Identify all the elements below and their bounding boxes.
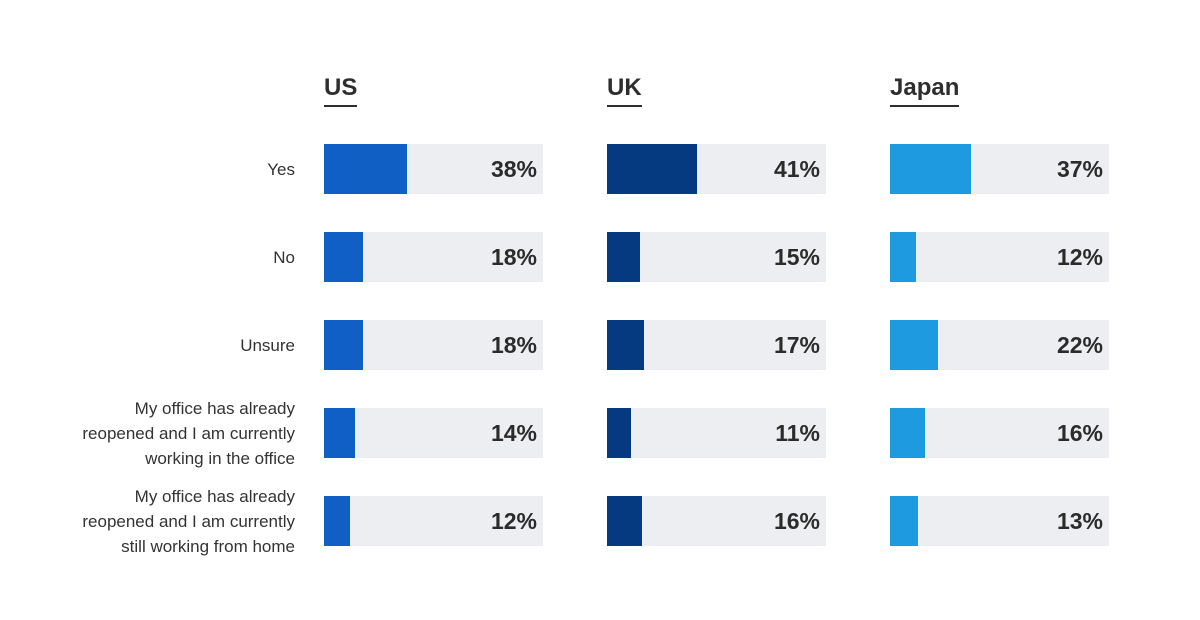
bar-us-4	[324, 408, 355, 458]
bar-track: 12%	[324, 496, 543, 546]
bar-us-3	[324, 320, 363, 370]
bar-track: 11%	[607, 408, 826, 458]
data-label: 17%	[773, 332, 820, 358]
bar-japan-4	[890, 408, 925, 458]
data-label: 12%	[490, 508, 537, 534]
data-label: 15%	[773, 244, 820, 270]
row-label-4: My office has already reopened and I am c…	[15, 396, 295, 471]
data-label: 13%	[1056, 508, 1103, 534]
row-label-line: Unsure	[240, 335, 295, 355]
bar-us-5	[324, 496, 350, 546]
data-label: 14%	[490, 420, 537, 446]
bar-us-2	[324, 232, 363, 282]
data-label: 12%	[1056, 244, 1103, 270]
bar-track: 41%	[607, 144, 826, 194]
data-label: 18%	[490, 332, 537, 358]
bar-track: 14%	[324, 408, 543, 458]
bar-track: 16%	[890, 408, 1109, 458]
row-label-line: No	[273, 247, 295, 267]
data-label: 16%	[773, 508, 820, 534]
row-label-5: My office has already reopened and I am c…	[15, 484, 295, 559]
data-label: 11%	[775, 420, 820, 446]
row-label-3: Unsure	[15, 333, 295, 358]
row-label-line: reopened and I am currently	[82, 511, 295, 531]
bar-japan-1	[890, 144, 971, 194]
data-label: 16%	[1056, 420, 1103, 446]
bar-track: 16%	[607, 496, 826, 546]
bar-japan-3	[890, 320, 938, 370]
bar-track: 18%	[324, 320, 543, 370]
bar-uk-1	[607, 144, 697, 194]
bar-uk-4	[607, 408, 631, 458]
series-title-uk: UK	[607, 72, 642, 107]
bar-track: 38%	[324, 144, 543, 194]
bar-japan-2	[890, 232, 916, 282]
row-label-line: My office has already	[134, 398, 295, 418]
row-label-line: My office has already	[134, 486, 295, 506]
row-label-1: Yes	[15, 157, 295, 182]
bar-track: 37%	[890, 144, 1109, 194]
bar-uk-5	[607, 496, 642, 546]
data-label: 18%	[490, 244, 537, 270]
row-label-line: working in the office	[145, 448, 295, 468]
bar-uk-2	[607, 232, 640, 282]
row-label-2: No	[15, 245, 295, 270]
row-label-line: still working from home	[121, 536, 295, 556]
series-title-japan: Japan	[890, 72, 960, 107]
bar-track: 13%	[890, 496, 1109, 546]
bar-track: 15%	[607, 232, 826, 282]
bar-japan-5	[890, 496, 918, 546]
series-title-us: US	[324, 72, 358, 107]
data-label: 22%	[1056, 332, 1103, 358]
bar-track: 17%	[607, 320, 826, 370]
bar-track: 18%	[324, 232, 543, 282]
bar-us-1	[324, 144, 407, 194]
data-label: 41%	[773, 156, 820, 182]
row-label-line: reopened and I am currently	[82, 423, 295, 443]
bar-track: 22%	[890, 320, 1109, 370]
data-label: 38%	[490, 156, 537, 182]
row-label-line: Yes	[267, 159, 295, 179]
data-label: 37%	[1056, 156, 1103, 182]
bar-uk-3	[607, 320, 644, 370]
bar-track: 12%	[890, 232, 1109, 282]
